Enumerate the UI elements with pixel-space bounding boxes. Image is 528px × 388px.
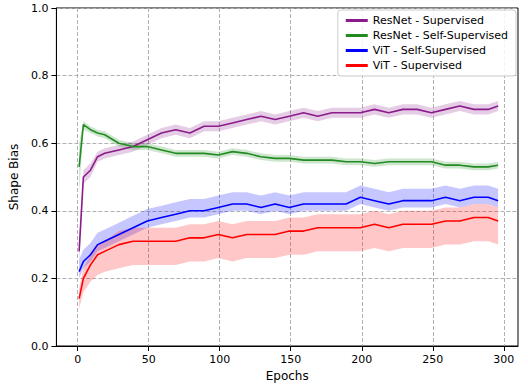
svg-text:300: 300 (493, 353, 514, 366)
svg-text:0.0: 0.0 (31, 340, 49, 353)
svg-text:ResNet - Self-Supervised: ResNet - Self-Supervised (373, 29, 508, 42)
svg-text:ViT - Supervised: ViT - Supervised (373, 59, 462, 72)
svg-text:0.8: 0.8 (31, 69, 49, 82)
svg-text:0.2: 0.2 (31, 272, 49, 285)
svg-text:150: 150 (280, 353, 301, 366)
svg-text:0.6: 0.6 (31, 137, 49, 150)
svg-text:100: 100 (209, 353, 230, 366)
svg-text:0: 0 (74, 353, 81, 366)
svg-text:1.0: 1.0 (31, 2, 49, 15)
svg-text:ViT - Self-Supervised: ViT - Self-Supervised (373, 44, 486, 57)
svg-text:Shape Bias: Shape Bias (7, 144, 21, 211)
svg-text:0.4: 0.4 (31, 204, 49, 217)
svg-text:Epochs: Epochs (266, 369, 309, 383)
svg-text:50: 50 (142, 353, 156, 366)
svg-text:ResNet - Supervised: ResNet - Supervised (373, 14, 484, 27)
svg-text:250: 250 (422, 353, 443, 366)
svg-text:200: 200 (351, 353, 372, 366)
